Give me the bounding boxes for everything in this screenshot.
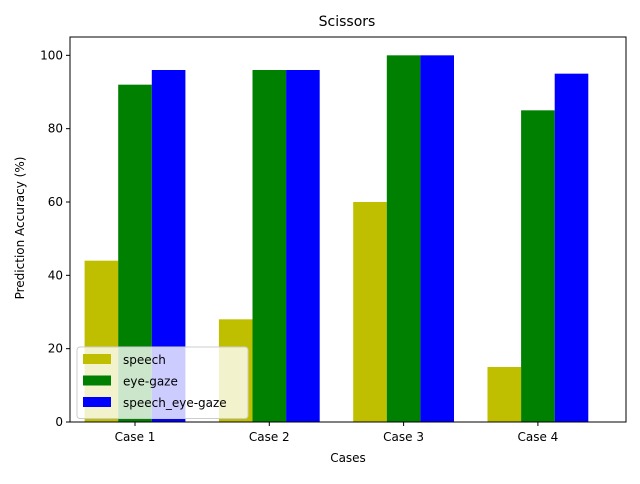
bar-eye-gaze-case-4 (521, 110, 555, 422)
y-tick-label: 60 (48, 195, 63, 209)
y-tick-label: 20 (48, 342, 63, 356)
x-tick-label: Case 3 (383, 430, 424, 444)
y-tick-label: 0 (55, 415, 63, 429)
bar-eye-gaze-case-2 (252, 70, 287, 422)
y-tick-label: 40 (48, 268, 63, 282)
legend-label-eye-gaze: eye-gaze (123, 375, 178, 389)
bar-speech-case-3 (353, 202, 387, 422)
x-tick-label: Case 4 (517, 430, 558, 444)
x-tick-label: Case 2 (249, 430, 290, 444)
y-tick-label: 100 (40, 48, 63, 62)
axes-frame (69, 36, 627, 423)
chart-title: Scissors (319, 14, 376, 30)
legend-swatch-eye-gaze (83, 375, 111, 386)
y-tick-label: 80 (48, 122, 63, 136)
legend-label-speech_eye-gaze: speech_eye-gaze (123, 396, 227, 410)
x-axis: Case 1 Case 2 Case 3 Case 4 (115, 422, 558, 444)
legend: speech eye-gaze speech_eye-gaze (76, 346, 249, 419)
y-axis-label: Prediction Accuracy (%) (13, 157, 27, 300)
legend-box (76, 346, 249, 419)
x-tick-label: Case 1 (115, 430, 156, 444)
bar-speech_eye-gaze-case-3 (420, 55, 454, 422)
bar-speech-case-4 (487, 367, 522, 422)
x-axis-label: Cases (330, 451, 366, 465)
legend-swatch-speech (83, 354, 111, 364)
legend-swatch-speech_eye-gaze (83, 397, 111, 407)
bar-speech_eye-gaze-case-4 (554, 73, 589, 423)
legend-label-speech: speech (123, 353, 166, 367)
y-axis: 0 20 40 60 80 100 (40, 48, 70, 429)
bar-eye-gaze-case-3 (386, 55, 421, 422)
bar-speech_eye-gaze-case-2 (286, 70, 320, 422)
